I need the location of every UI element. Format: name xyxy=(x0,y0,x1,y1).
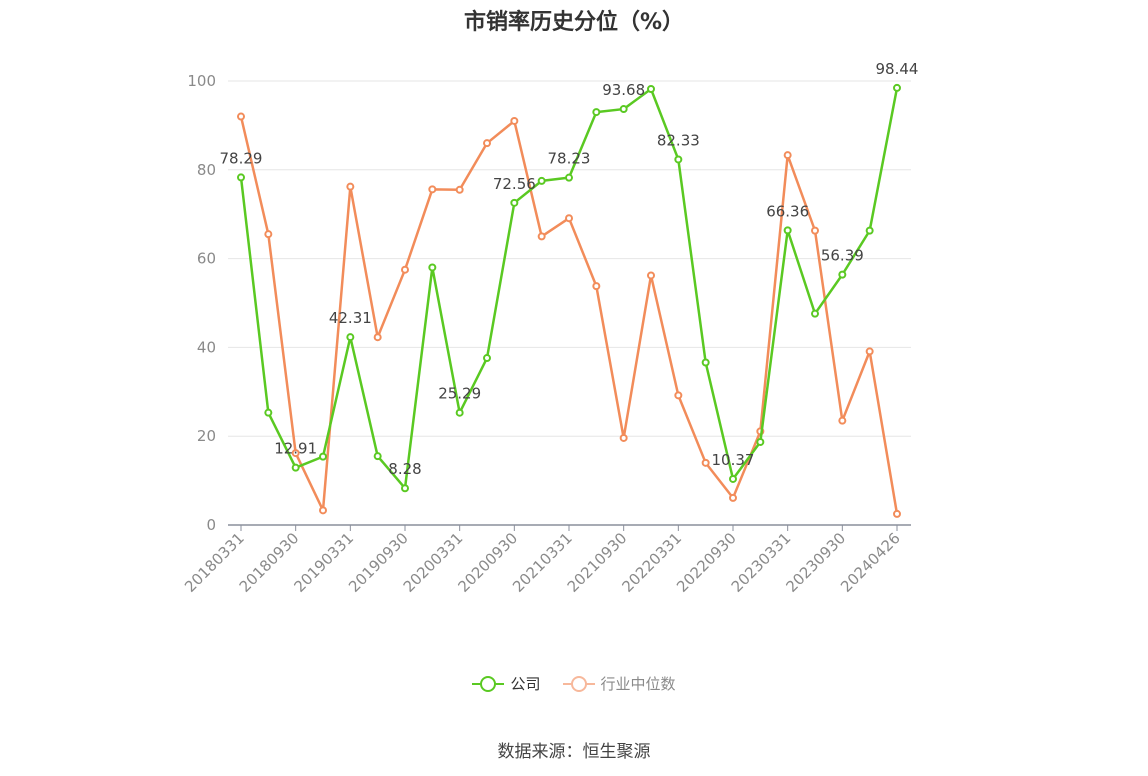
y-tick-label: 20 xyxy=(197,427,216,445)
industry-median-data-point xyxy=(483,139,491,148)
series-lines xyxy=(237,83,901,518)
company-data-point xyxy=(291,463,300,472)
company-data-point xyxy=(319,452,327,461)
company-data-label: 82.33 xyxy=(657,131,700,149)
company-data-point xyxy=(647,84,655,93)
industry-median-data-point xyxy=(592,282,601,291)
industry-median-data-point xyxy=(346,182,355,191)
y-tick-label: 100 xyxy=(187,72,216,90)
legend-item-industry-median[interactable]: 行业中位数 xyxy=(562,673,676,694)
company-data-point xyxy=(865,226,874,235)
company-data-label: 10.37 xyxy=(712,451,755,469)
company-data-label: 98.44 xyxy=(876,60,919,78)
company-data-point xyxy=(483,354,491,363)
industry-median-data-point xyxy=(291,449,300,458)
industry-median-data-point xyxy=(783,151,792,160)
company-data-label: 8.28 xyxy=(388,460,421,478)
company-data-label: 78.23 xyxy=(548,150,591,168)
company-data-point xyxy=(783,226,792,235)
company-data-label: 12.91 xyxy=(274,440,317,458)
legend: 公司 行业中位数 xyxy=(0,673,1148,694)
data-source-note: 数据来源：恒生聚源 xyxy=(497,742,651,762)
legend-label-company: 公司 xyxy=(510,675,541,693)
industry-median-data-point xyxy=(729,493,737,502)
legend-company-marker-icon xyxy=(472,675,505,692)
grid-lines xyxy=(228,80,911,437)
company-data-point xyxy=(756,437,765,446)
industry-median-data-point xyxy=(811,226,819,235)
axes: 0204060801002018033120180930201903312019… xyxy=(181,72,911,596)
industry-median-data-point xyxy=(401,265,409,274)
legend-label-industry-median: 行业中位数 xyxy=(600,675,676,693)
industry-median-data-point xyxy=(838,416,847,425)
company-data-label: 42.31 xyxy=(329,309,372,327)
industry-median-data-point xyxy=(701,458,710,467)
company-data-point xyxy=(401,484,409,493)
industry-median-data-point xyxy=(455,185,464,194)
company-data-point xyxy=(264,408,273,417)
y-tick-label: 0 xyxy=(206,516,216,534)
legend-item-company[interactable]: 公司 xyxy=(472,673,541,694)
chart-title: 市销率历史分位（%） xyxy=(463,10,685,35)
company-data-label: 93.68 xyxy=(602,81,645,99)
industry-median-data-point xyxy=(647,271,655,280)
company-data-point xyxy=(428,263,437,272)
company-data-label: 66.36 xyxy=(766,202,809,220)
company-data-point xyxy=(729,474,737,483)
company-data-point xyxy=(838,270,847,279)
company-data-label: 78.29 xyxy=(220,149,263,167)
company-data-point xyxy=(592,108,601,117)
company-data-point xyxy=(237,173,245,182)
industry-median-data-point xyxy=(319,506,327,515)
industry-median-data-point xyxy=(237,112,245,121)
company-data-point xyxy=(537,176,546,185)
x-tick-label: 20240426 xyxy=(837,529,904,596)
industry-median-data-point xyxy=(428,185,437,194)
company-data-point xyxy=(811,309,819,318)
company-data-point xyxy=(619,105,628,114)
company-data-label: 56.39 xyxy=(821,247,864,265)
industry-median-data-point xyxy=(510,116,519,125)
company-data-point xyxy=(510,198,519,207)
industry-median-data-point xyxy=(865,347,874,356)
company-data-label: 25.29 xyxy=(438,385,481,403)
data-labels: 78.29 12.91 42.31 8.28 25.29 72.56 78.23 93.68 8… xyxy=(220,60,919,478)
company-data-point xyxy=(373,452,382,461)
industry-median-data-point xyxy=(565,214,573,223)
y-tick-label: 80 xyxy=(197,161,216,179)
company-data-point xyxy=(565,173,573,182)
industry-median-data-point xyxy=(537,232,546,241)
line-chart: 0204060801002018033120180930201903312019… xyxy=(181,60,919,596)
industry-median-data-point xyxy=(264,230,273,239)
industry-median-data-point xyxy=(619,433,628,442)
company-data-point xyxy=(455,408,464,417)
company-data-point xyxy=(674,155,683,164)
y-tick-label: 60 xyxy=(197,250,216,268)
legend-industry-marker-icon xyxy=(562,675,595,692)
industry-median-data-point xyxy=(893,509,901,518)
y-tick-label: 40 xyxy=(197,338,216,356)
industry-median-data-point xyxy=(674,391,683,400)
company-data-point xyxy=(893,83,901,92)
company-data-point xyxy=(701,358,710,367)
industry-median-data-point xyxy=(373,333,382,342)
company-data-label: 72.56 xyxy=(493,175,536,193)
company-series-line xyxy=(239,87,899,490)
company-data-point xyxy=(346,333,355,342)
